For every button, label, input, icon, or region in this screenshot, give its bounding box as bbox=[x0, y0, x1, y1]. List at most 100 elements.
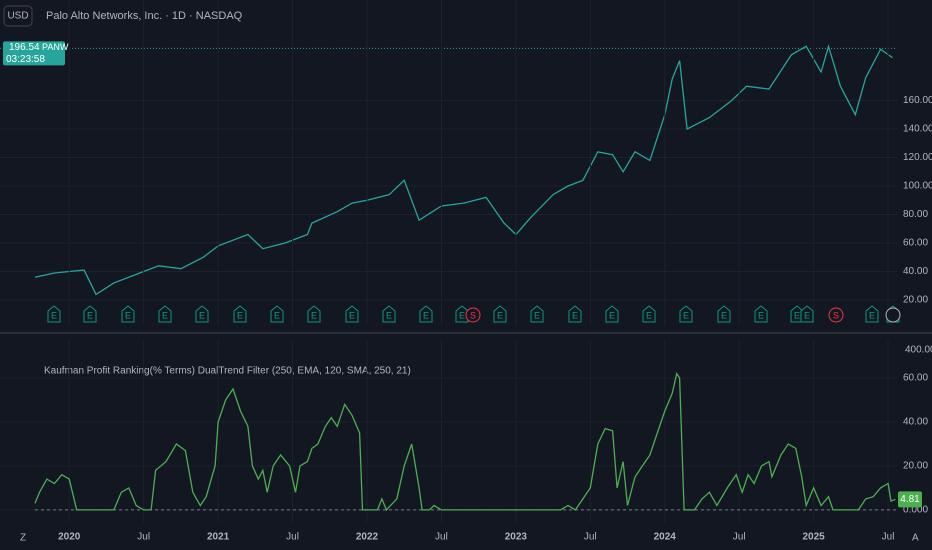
x-tick-label: Jul bbox=[584, 532, 597, 543]
pane-scale-label: 400.00 bbox=[905, 345, 932, 356]
x-tick-label: Jul bbox=[882, 532, 895, 543]
event-marker[interactable]: E bbox=[568, 305, 582, 323]
event-icon bbox=[233, 305, 247, 323]
event-icon bbox=[455, 305, 469, 323]
y-tick-label: 0.000 bbox=[903, 505, 928, 516]
event-icon bbox=[83, 305, 97, 323]
event-label: E bbox=[609, 310, 615, 320]
event-label: E bbox=[758, 310, 764, 320]
y-tick-label: 100.00 bbox=[903, 181, 932, 192]
event-label: E bbox=[199, 310, 205, 320]
x-tick-label: 2021 bbox=[207, 532, 230, 543]
y-tick-label: 60.00 bbox=[903, 373, 928, 384]
event-icon bbox=[605, 305, 619, 323]
price-tag-symbol: PANW bbox=[42, 42, 69, 52]
event-icon bbox=[865, 305, 879, 323]
event-marker[interactable]: E bbox=[195, 305, 209, 323]
y-tick-label: 20.00 bbox=[903, 295, 928, 306]
y-tick-label: 80.00 bbox=[903, 209, 928, 220]
x-tick-label: 2024 bbox=[654, 532, 677, 543]
series-line bbox=[34, 43, 893, 296]
event-label: E bbox=[534, 310, 540, 320]
event-marker[interactable]: E bbox=[717, 305, 731, 323]
event-marker[interactable]: E bbox=[345, 305, 359, 323]
event-marker[interactable]: E bbox=[307, 305, 321, 323]
event-marker[interactable]: E bbox=[493, 305, 507, 323]
event-marker[interactable]: S bbox=[465, 307, 481, 323]
event-icon bbox=[493, 305, 507, 323]
event-icon bbox=[828, 307, 844, 323]
event-label: E bbox=[794, 310, 800, 320]
event-label: E bbox=[804, 310, 810, 320]
last-value-tag bbox=[898, 491, 922, 508]
event-marker[interactable]: E bbox=[754, 305, 768, 323]
event-label: E bbox=[274, 310, 280, 320]
event-marker[interactable]: E bbox=[455, 305, 469, 323]
symbol-title: Palo Alto Networks, Inc. · 1D · NASDAQ bbox=[46, 10, 243, 22]
price-tag-value: 196.54 bbox=[9, 42, 40, 53]
event-icon bbox=[307, 305, 321, 323]
event-marker[interactable]: E bbox=[47, 305, 61, 323]
event-marker[interactable]: E bbox=[382, 305, 396, 323]
y-tick-label: 120.00 bbox=[903, 152, 932, 163]
event-marker[interactable]: E bbox=[679, 305, 693, 323]
event-icon bbox=[717, 305, 731, 323]
y-tick-label: 40.00 bbox=[903, 417, 928, 428]
event-icon bbox=[195, 305, 209, 323]
event-marker[interactable]: E bbox=[865, 305, 879, 323]
x-tick-label: 2025 bbox=[803, 532, 826, 543]
y-tick-label: 40.00 bbox=[903, 266, 928, 277]
event-icon bbox=[530, 305, 544, 323]
y-tick-label: 160.00 bbox=[903, 95, 932, 106]
y-tick-label: 60.00 bbox=[903, 238, 928, 249]
x-tick-label: 2020 bbox=[58, 532, 81, 543]
event-label: E bbox=[51, 310, 57, 320]
event-marker[interactable]: E bbox=[419, 305, 433, 323]
event-marker[interactable]: E bbox=[270, 305, 284, 323]
event-label: E bbox=[572, 310, 578, 320]
event-icon bbox=[642, 305, 656, 323]
event-label: E bbox=[423, 310, 429, 320]
x-tick-label: Jul bbox=[137, 532, 150, 543]
corner-label[interactable]: A bbox=[912, 533, 919, 544]
event-marker[interactable]: E bbox=[642, 305, 656, 323]
event-label: E bbox=[237, 310, 243, 320]
event-label: E bbox=[721, 310, 727, 320]
event-icon bbox=[465, 307, 481, 323]
event-label: E bbox=[646, 310, 652, 320]
event-label: S bbox=[833, 310, 839, 320]
event-marker[interactable]: E bbox=[605, 305, 619, 323]
event-marker[interactable]: S bbox=[828, 307, 844, 323]
event-icon bbox=[419, 305, 433, 323]
x-tick-label: Jul bbox=[733, 532, 746, 543]
event-icon bbox=[754, 305, 768, 323]
currency-button[interactable] bbox=[3, 5, 33, 27]
event-label: E bbox=[386, 310, 392, 320]
series-line bbox=[34, 371, 896, 512]
currency[interactable]: USD bbox=[7, 11, 28, 22]
live-icon bbox=[885, 307, 901, 323]
event-icon bbox=[568, 305, 582, 323]
y-tick-label: 140.00 bbox=[903, 124, 932, 135]
event-label: E bbox=[125, 310, 131, 320]
event-marker[interactable]: E bbox=[233, 305, 247, 323]
x-tick-label: 2022 bbox=[356, 532, 379, 543]
event-icon bbox=[800, 305, 814, 323]
last-value-label: 4.81 bbox=[900, 494, 920, 505]
event-marker[interactable]: E bbox=[121, 305, 135, 323]
event-marker[interactable]: E bbox=[158, 305, 172, 323]
event-label: S bbox=[470, 310, 476, 320]
x-tick-label: 2023 bbox=[505, 532, 528, 543]
event-label: E bbox=[349, 310, 355, 320]
event-marker[interactable]: E bbox=[83, 305, 97, 323]
event-label: E bbox=[162, 310, 168, 320]
event-marker[interactable]: E bbox=[530, 305, 544, 323]
event-icon bbox=[679, 305, 693, 323]
event-icon bbox=[345, 305, 359, 323]
x-tick-label: Jul bbox=[286, 532, 299, 543]
event-icon bbox=[121, 305, 135, 323]
corner-label[interactable]: Z bbox=[20, 533, 26, 544]
event-marker[interactable]: E bbox=[800, 305, 814, 323]
